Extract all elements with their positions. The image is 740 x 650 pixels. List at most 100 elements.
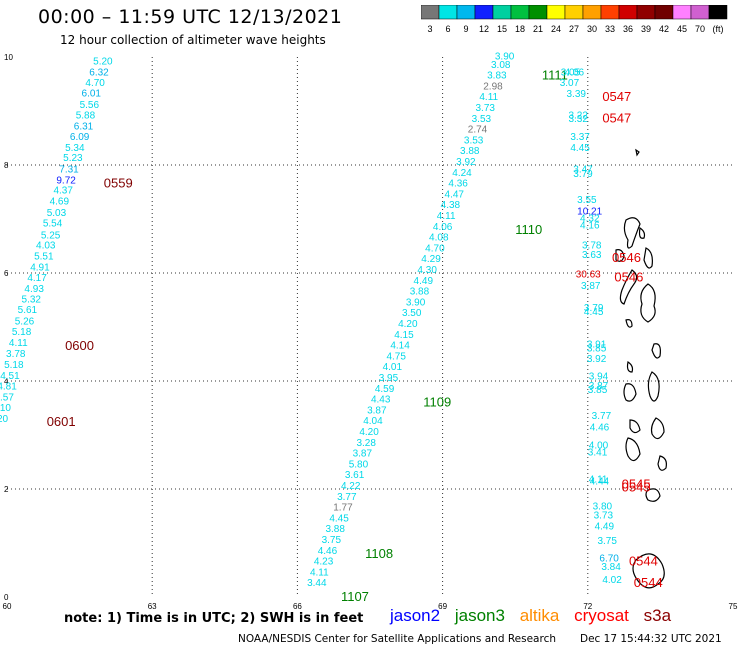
colorbar-label: 24 xyxy=(551,24,561,34)
wave-height-value: 4.14 xyxy=(390,341,410,352)
pass-time-label: 0544 xyxy=(634,575,663,590)
wave-height-value: 4.46 xyxy=(318,546,338,557)
y-tick-label: 2 xyxy=(4,485,9,494)
wave-height-value: 3.87 xyxy=(589,381,609,392)
colorbar-label: 27 xyxy=(569,24,579,34)
wave-height-value: 3.77 xyxy=(592,411,612,422)
wave-height-value: 3.73 xyxy=(476,103,496,114)
x-tick-label: 75 xyxy=(729,602,738,610)
wave-height-value: 4.03 xyxy=(36,241,56,252)
wave-height-value: 4.22 xyxy=(341,481,361,492)
wave-height-value: 4.06 xyxy=(433,222,453,233)
wave-height-value: 4.51 xyxy=(0,371,20,382)
wave-height-value: 5.32 xyxy=(22,295,42,306)
legend-altika: altika xyxy=(519,606,560,625)
wave-height-value: 3.07 xyxy=(560,78,580,89)
wave-height-value: 3.05 xyxy=(561,67,581,78)
colorbar-label: 39 xyxy=(641,24,651,34)
island-outline xyxy=(645,488,661,502)
island-outline xyxy=(626,361,634,373)
colorbar-label: 3 xyxy=(427,24,432,34)
x-tick-label: 69 xyxy=(438,602,447,610)
wave-height-value: 4.11 xyxy=(437,211,456,222)
wave-height-value: 3.88 xyxy=(325,524,345,535)
island-outline xyxy=(651,343,661,359)
color-scale-legend: 3 6 9 12 15 18 21 24 27 30 33 36 39 42 45 70 (ft) xyxy=(421,5,728,34)
wave-height-value: 4.36 xyxy=(448,179,468,190)
island-outline xyxy=(625,437,641,462)
wave-height-value: 3.95 xyxy=(379,373,399,384)
wave-height-value: 3.90 xyxy=(495,52,515,63)
wave-height-value: 4.49 xyxy=(595,522,615,533)
pass-time-label: 0545 xyxy=(622,477,651,492)
wave-height-value: 6.32 xyxy=(89,67,109,78)
wave-height-value: 4.75 xyxy=(386,351,406,362)
pass-time-label: 1107 xyxy=(341,589,369,604)
wave-height-value: 5.18 xyxy=(4,360,24,371)
wave-height-value: 3.77 xyxy=(337,492,357,503)
wave-height-value: 3.44 xyxy=(307,578,327,589)
wave-height-value: 5.88 xyxy=(76,111,96,122)
wave-height-value: 4.43 xyxy=(371,395,391,406)
y-tick-label: 10 xyxy=(4,53,13,62)
wave-height-value: 5.26 xyxy=(15,316,35,327)
wave-height-value: 4.47 xyxy=(445,189,465,200)
track-s3a: 4.02 3.846.70 3.75 4.493.733.80 4.444.11 3.41… xyxy=(560,67,663,590)
island-outline xyxy=(640,283,656,323)
wave-height-value: 5.25 xyxy=(41,230,61,241)
wave-height-value: 3.85 xyxy=(588,385,608,396)
wave-height-value: 3.87 xyxy=(581,281,601,292)
wave-height-value: 4.93 xyxy=(24,284,44,295)
wave-height-value: 3.83 xyxy=(487,71,507,82)
colorbar-label: 33 xyxy=(605,24,615,34)
wave-height-value: 10.21 xyxy=(577,207,602,218)
legend-jason2: jason2 xyxy=(390,606,441,625)
wave-height-value: 3.88 xyxy=(460,146,480,157)
generated-timestamp: Dec 17 15:44:32 UTC 2021 xyxy=(580,633,722,645)
wave-height-value: 5.61 xyxy=(18,305,38,316)
island-outline xyxy=(629,419,641,434)
wave-height-value: 7.31 xyxy=(59,165,79,176)
wave-height-value: 4.11 xyxy=(9,338,28,349)
wave-height-value: 5.20 xyxy=(93,57,113,68)
wave-height-value: 4.02 xyxy=(602,575,622,586)
wave-height-value: 4.46 xyxy=(590,423,610,434)
wave-height-value: 3.39 xyxy=(567,89,587,100)
units-note: note: 1) Time is in UTC; 2) SWH is in fe… xyxy=(64,611,364,626)
wave-height-value: 3.92 xyxy=(587,354,607,365)
wave-height-value: 5.34 xyxy=(65,143,85,154)
wave-height-value: 3.94 xyxy=(589,371,609,382)
x-tick-label: 72 xyxy=(583,602,592,610)
pass-time-label: 0547 xyxy=(602,111,631,126)
island-outline xyxy=(623,383,637,402)
wave-height-value: 3.57 xyxy=(0,392,14,403)
y-tick-label: 6 xyxy=(4,269,9,278)
colorbar-label: 15 xyxy=(497,24,507,34)
pass-time-label: 0600 xyxy=(65,338,94,353)
island-outline xyxy=(647,371,660,402)
wave-height-value: 4.32 xyxy=(580,214,600,225)
wave-height-value: 4.91 xyxy=(30,262,50,273)
x-tick-label: 66 xyxy=(293,602,302,610)
colorbar-label: 12 xyxy=(479,24,489,34)
pass-time-label: 0546 xyxy=(612,250,641,265)
wave-height-value: 3.32 xyxy=(568,114,588,125)
wave-height-value: 3.55 xyxy=(577,195,597,206)
wave-height-value: 3.73 xyxy=(594,511,614,522)
wave-height-value: 6.70 xyxy=(599,553,619,564)
colorbar-label: (ft) xyxy=(713,24,724,34)
wave-height-value: 3.63 xyxy=(582,250,602,261)
wave-height-value: 9.72 xyxy=(56,175,76,186)
y-tick-label: 4 xyxy=(4,377,9,386)
colorbar-label: 42 xyxy=(659,24,669,34)
wave-height-value: 2.74 xyxy=(468,125,488,136)
pass-time-label: 0601 xyxy=(47,414,76,429)
pass-time-label: 0545 xyxy=(622,479,651,494)
wave-height-value: 3.28 xyxy=(356,438,376,449)
wave-height-value: 4.70 xyxy=(85,78,105,89)
wave-height-value: 4.45 xyxy=(570,143,590,154)
wave-height-value: 3.50 xyxy=(402,308,422,319)
coastline-outlines xyxy=(615,148,667,589)
wave-height-value: 4.15 xyxy=(394,330,414,341)
wave-height-value: 4.37 xyxy=(53,186,73,197)
